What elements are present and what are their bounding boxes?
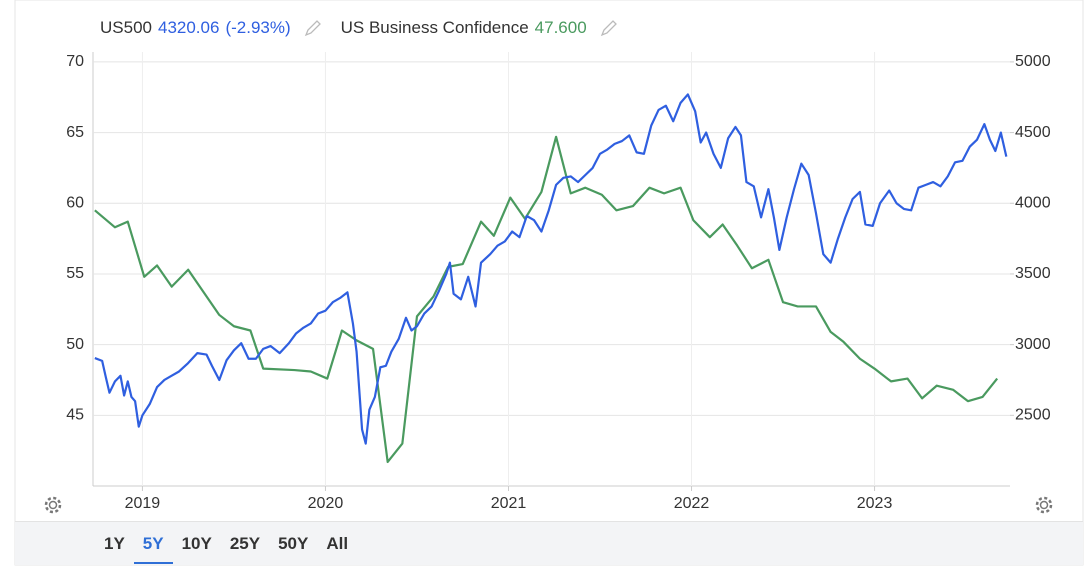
edit-icon[interactable] [303, 18, 323, 38]
legend: US500 4320.06 (-2.93%) US Business Confi… [100, 18, 631, 38]
edit-icon[interactable] [599, 18, 619, 38]
x-tick-label: 2023 [857, 495, 893, 512]
range-button[interactable]: 50Y [278, 533, 309, 553]
y2-tick-label: 2500 [1015, 407, 1051, 424]
series-line [94, 93, 1008, 445]
y2-tick-label: 4500 [1015, 124, 1051, 141]
y-tick-label: 55 [66, 265, 84, 282]
x-tick-label: 2021 [491, 495, 527, 512]
range-button[interactable]: 1Y [104, 533, 125, 553]
y2-tick-label: 4000 [1015, 194, 1051, 211]
settings-icon-right[interactable] [1035, 496, 1053, 514]
y-tick-label: 65 [66, 124, 84, 141]
range-button[interactable]: 5Y [133, 524, 173, 564]
y2-tick-label: 5000 [1015, 53, 1051, 70]
y-tick-label: 60 [66, 194, 84, 211]
x-tick-label: 2019 [125, 495, 161, 512]
range-button[interactable]: All [326, 533, 349, 553]
series-line [94, 135, 999, 464]
x-tick-label: 2022 [674, 495, 710, 512]
legend-change: (-2.93%) [225, 18, 291, 37]
y-tick-label: 45 [66, 407, 84, 424]
legend-value: 4320.06 [157, 18, 220, 37]
x-tick-label: 2020 [308, 495, 344, 512]
y-tick-label: 70 [66, 53, 84, 70]
legend-name: US500 [100, 18, 152, 37]
legend-name: US Business Confidence [340, 18, 529, 37]
y-tick-label: 50 [66, 336, 84, 353]
settings-icon-left[interactable] [44, 496, 62, 514]
y2-tick-label: 3500 [1015, 265, 1051, 282]
legend-value: 47.600 [534, 18, 587, 37]
range-button[interactable]: 25Y [229, 533, 261, 553]
range-button[interactable]: 10Y [181, 533, 212, 553]
frame [14, 0, 1084, 566]
y2-tick-label: 3000 [1015, 336, 1051, 353]
range-bar: 1Y 5Y 10Y 25Y 50Y All [15, 521, 1083, 565]
